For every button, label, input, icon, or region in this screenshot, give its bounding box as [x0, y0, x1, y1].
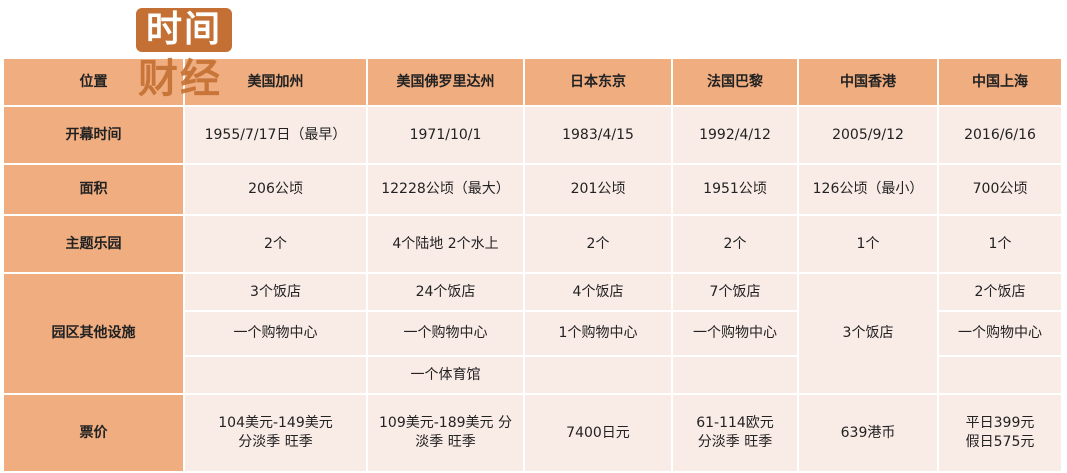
cell: 一个体育馆	[366, 355, 525, 395]
table-row-area: 面积 206公顷 12228公顷（最大） 201公顷 1951公顷 126公顷（…	[2, 163, 1063, 216]
cell: 2016/6/16	[937, 105, 1063, 165]
cell: 700公顷	[937, 163, 1063, 216]
header-cell: 法国巴黎	[671, 57, 799, 107]
cell: 7个饭店	[671, 272, 799, 312]
table-row-parks: 主题乐园 2个 4个陆地 2个水上 2个 2个 1个 1个	[2, 214, 1063, 274]
disney-parks-comparison-table: 位置 美国加州 美国佛罗里达州 日本东京 法国巴黎 中国香港 中国上海 开幕时间…	[2, 57, 1063, 473]
cell	[523, 355, 673, 395]
row-label: 园区其他设施	[2, 272, 185, 395]
cell: 639港币	[797, 393, 939, 473]
cell: 1个	[937, 214, 1063, 274]
cell: 4个饭店	[523, 272, 673, 312]
cell: 一个购物中心	[366, 310, 525, 357]
cell: 3个饭店	[183, 272, 368, 312]
table-row-facilities-2: 一个购物中心 一个购物中心 1个购物中心 一个购物中心 一个购物中心	[3, 310, 1063, 357]
cell: 4个陆地 2个水上	[366, 214, 525, 274]
logo-shijian: 时间	[136, 8, 232, 52]
header-row: 位置 美国加州 美国佛罗里达州 日本东京 法国巴黎 中国香港 中国上海	[2, 57, 1063, 107]
header-cell: 中国上海	[937, 57, 1063, 107]
cell: 1个购物中心	[523, 310, 673, 357]
cell: 1个	[797, 214, 939, 274]
cell	[183, 355, 368, 395]
cell: 201公顷	[523, 163, 673, 216]
table-row-facilities-1: 园区其他设施 3个饭店 24个饭店 4个饭店 7个饭店 3个饭店 2个饭店	[2, 272, 1063, 395]
row-label: 票价	[2, 393, 185, 473]
cell: 1983/4/15	[523, 105, 673, 165]
header-cell: 美国加州	[183, 57, 368, 107]
row-label: 主题乐园	[2, 214, 185, 274]
cell: 109美元-189美元 分 淡季 旺季	[366, 393, 525, 473]
cell: 24个饭店	[366, 272, 525, 312]
cell: 1992/4/12	[671, 105, 799, 165]
cell: 3个饭店	[797, 272, 939, 395]
cell: 1955/7/17日（最早）	[183, 105, 368, 165]
header-cell: 位置	[2, 57, 185, 107]
cell: 2个	[671, 214, 799, 274]
header-cell: 中国香港	[797, 57, 939, 107]
cell: 2005/9/12	[797, 105, 939, 165]
cell	[671, 355, 799, 395]
table-row-price: 票价 104美元-149美元 分淡季 旺季 109美元-189美元 分 淡季 旺…	[2, 393, 1063, 473]
cell: 1951公顷	[671, 163, 799, 216]
cell: 7400日元	[523, 393, 673, 473]
cell: 一个购物中心	[671, 310, 799, 357]
cell: 126公顷（最小）	[797, 163, 939, 216]
header-cell: 日本东京	[523, 57, 673, 107]
cell: 2个	[523, 214, 673, 274]
cell: 2个饭店	[937, 272, 1063, 312]
table-row-opening: 开幕时间 1955/7/17日（最早） 1971/10/1 1983/4/15 …	[2, 105, 1063, 165]
cell: 2个	[183, 214, 368, 274]
cell: 104美元-149美元 分淡季 旺季	[183, 393, 368, 473]
cell: 平日399元 假日575元	[937, 393, 1063, 473]
table-row-facilities-3: 一个体育馆	[3, 355, 1063, 395]
cell: 一个购物中心	[937, 310, 1063, 357]
header-cell: 美国佛罗里达州	[366, 57, 525, 107]
cell	[937, 355, 1063, 395]
logo-caijing: 财经	[138, 56, 222, 102]
cell: 12228公顷（最大）	[366, 163, 525, 216]
row-label: 面积	[2, 163, 185, 216]
cell: 1971/10/1	[366, 105, 525, 165]
cell: 61-114欧元 分淡季 旺季	[671, 393, 799, 473]
row-label: 开幕时间	[2, 105, 185, 165]
cell: 206公顷	[183, 163, 368, 216]
cell: 一个购物中心	[183, 310, 368, 357]
